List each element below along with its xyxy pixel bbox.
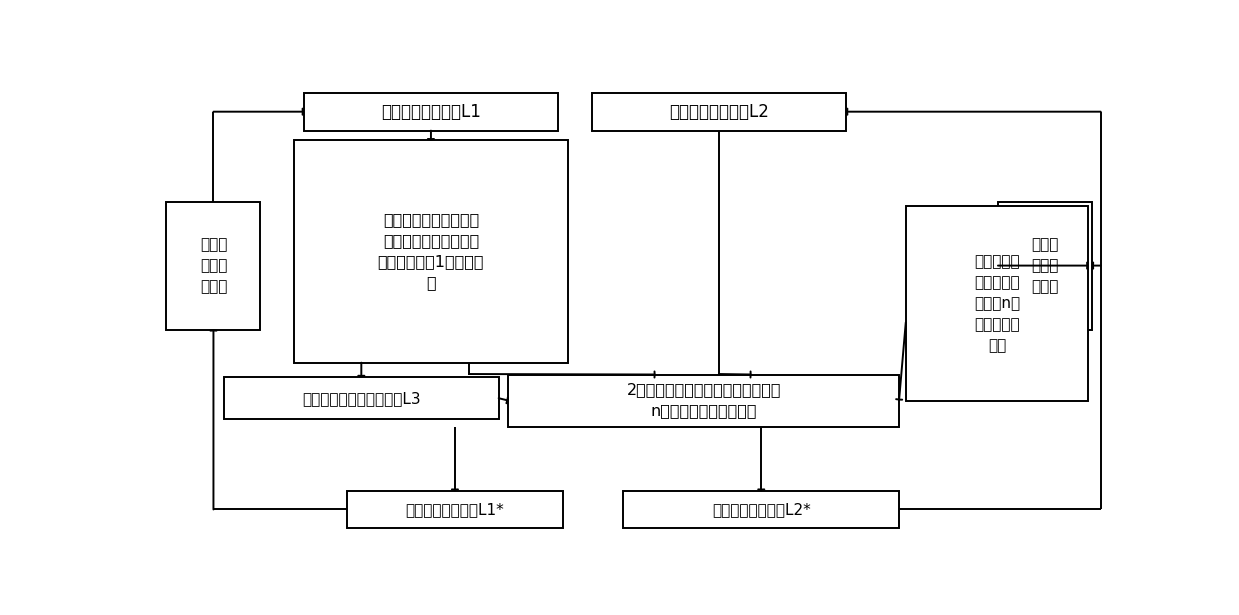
Text: 切除子模块子序列L1: 切除子模块子序列L1 xyxy=(382,103,481,121)
Bar xyxy=(906,207,1088,400)
Bar xyxy=(294,140,567,363)
Text: 限值步
数的排
序方法: 限值步 数的排 序方法 xyxy=(199,237,227,294)
Bar xyxy=(166,202,260,330)
Bar xyxy=(224,377,498,419)
Text: 投入子模块子序列L2: 投入子模块子序列L2 xyxy=(669,103,769,121)
Bar xyxy=(623,491,900,528)
Text: 投入子模块子序列L2*: 投入子模块子序列L2* xyxy=(712,502,810,517)
Bar xyxy=(508,375,900,427)
Bar xyxy=(592,93,846,130)
Text: 乘以了保持因子的子序列L3: 乘以了保持因子的子序列L3 xyxy=(302,391,420,406)
Bar xyxy=(304,93,559,130)
Text: 切除子模块子序列L1*: 切除子模块子序列L1* xyxy=(405,502,504,517)
Bar xyxy=(347,491,563,528)
Text: 限值步
数的排
序方法: 限值步 数的排 序方法 xyxy=(1031,237,1058,294)
Text: 电容电压高于电压下限
的子模块的电容电压乘
以一个略大于1的保持因
子: 电容电压高于电压下限 的子模块的电容电压乘 以一个略大于1的保持因 子 xyxy=(378,212,484,290)
Text: 2路归并排序，选取电容电压较小的
n个子模块投入进行充电: 2路归并排序，选取电容电压较小的 n个子模块投入进行充电 xyxy=(627,383,781,419)
Bar xyxy=(997,202,1092,330)
Text: 载波移相调
制策略得出
需投入n个
子模块进行
充电: 载波移相调 制策略得出 需投入n个 子模块进行 充电 xyxy=(974,254,1020,353)
